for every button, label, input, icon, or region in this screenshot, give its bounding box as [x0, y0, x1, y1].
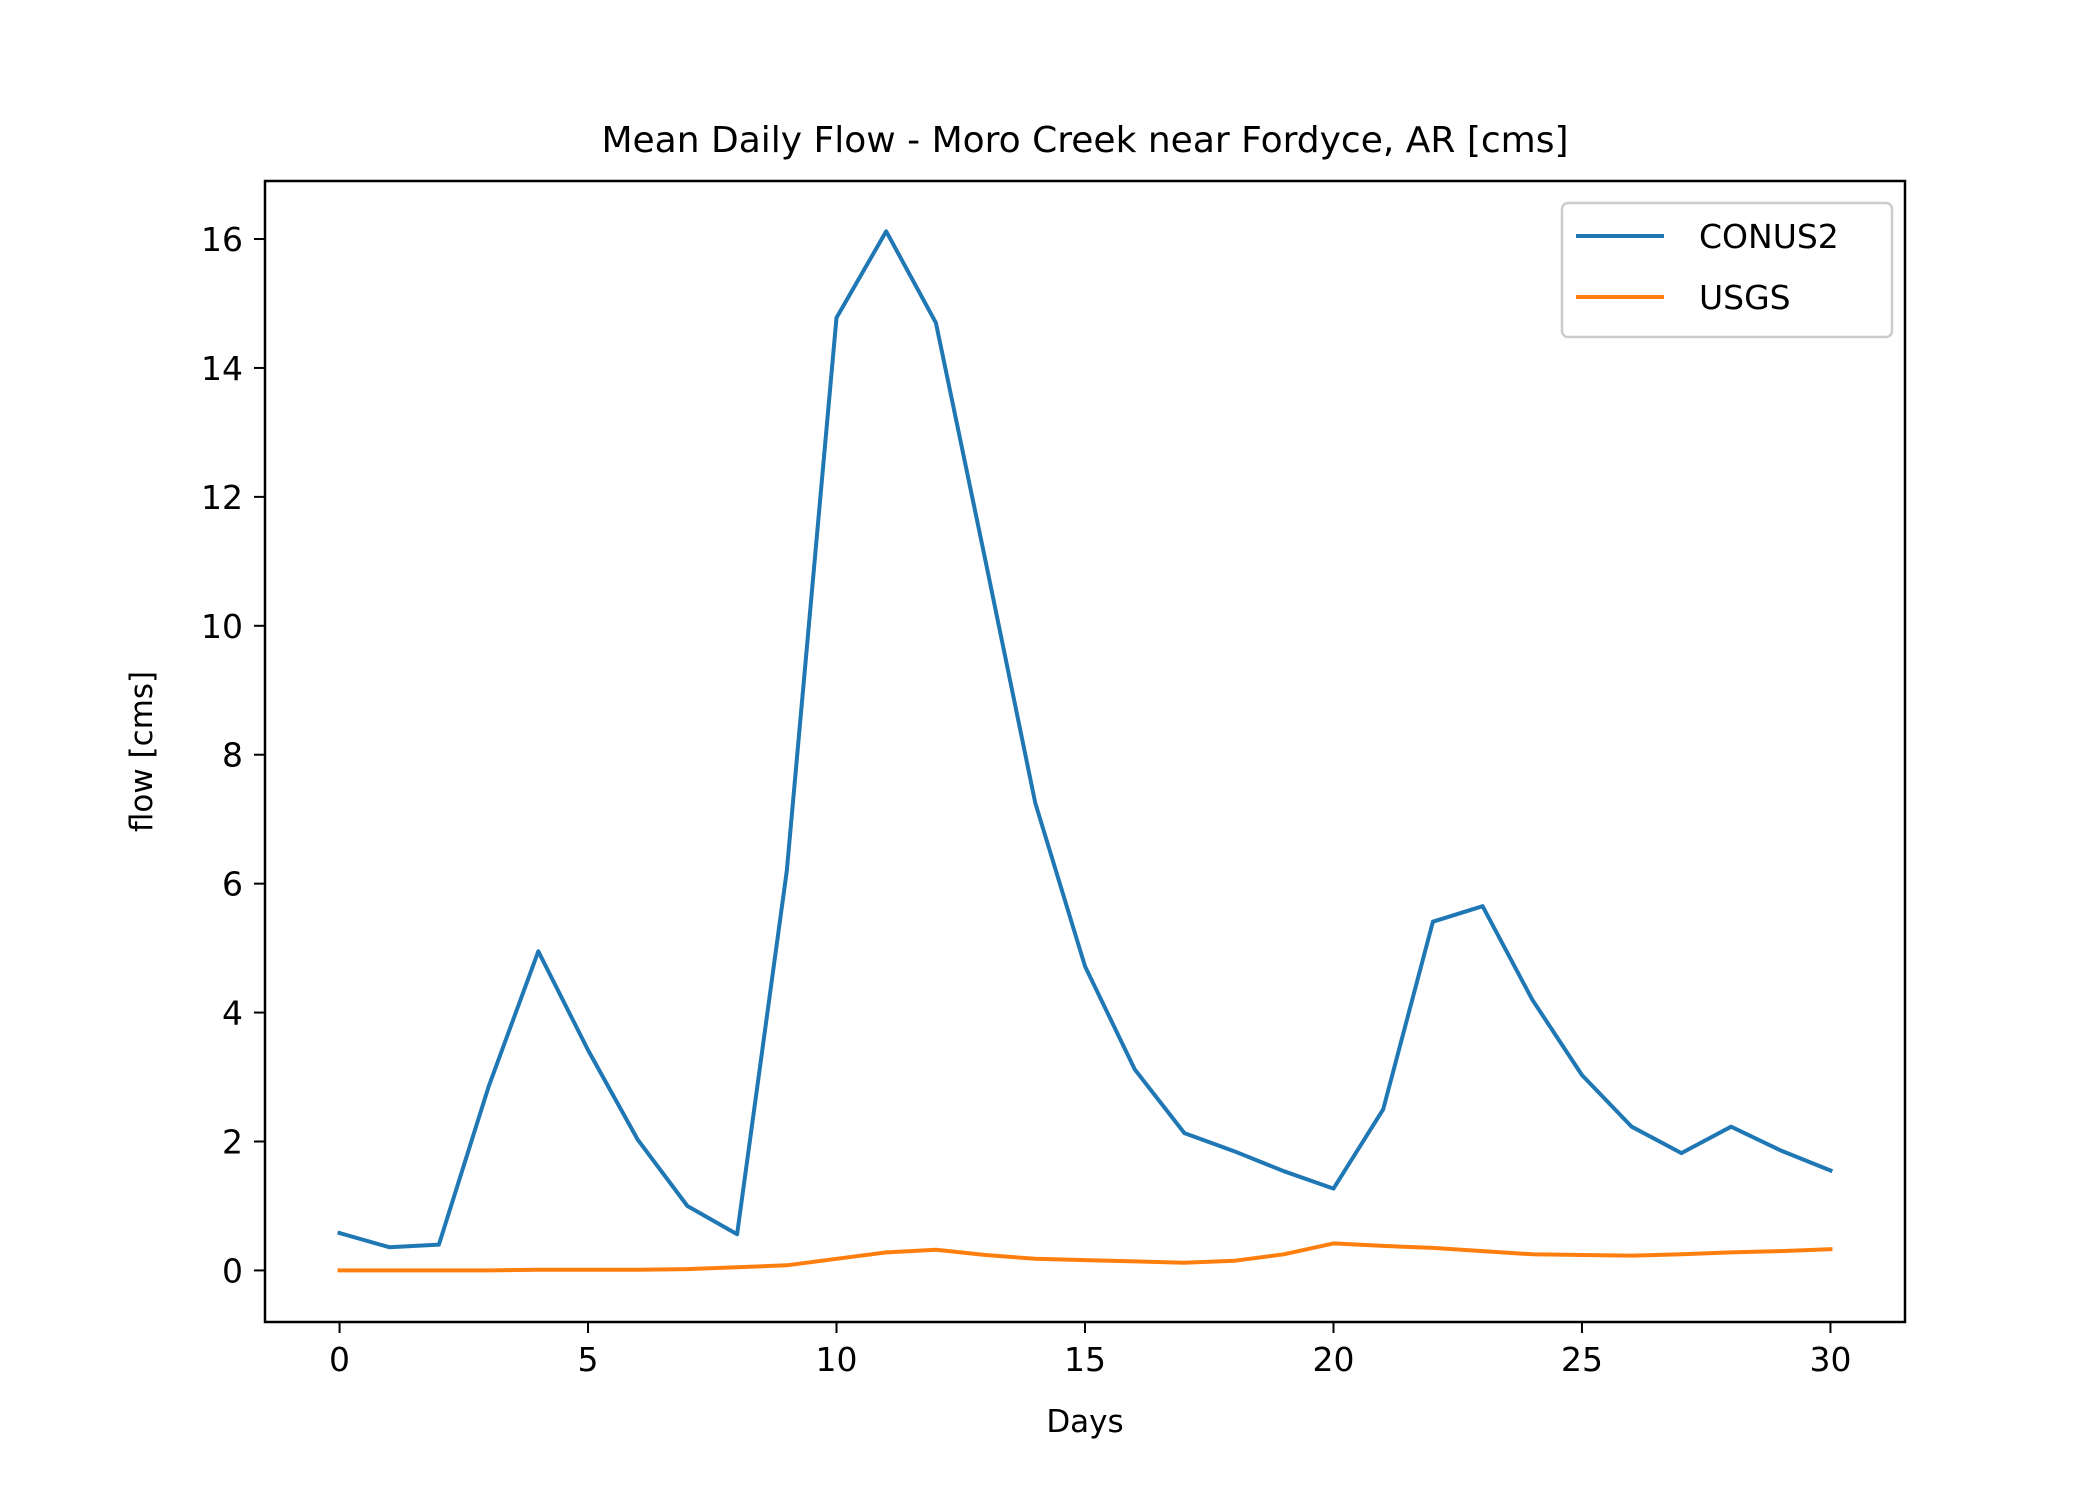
y-tick-label: 8 — [222, 736, 243, 775]
y-tick-label: 12 — [201, 478, 243, 517]
y-tick-label: 14 — [201, 349, 243, 388]
x-tick-label: 5 — [578, 1340, 599, 1379]
y-tick-label: 6 — [222, 865, 243, 904]
plot-area — [337, 229, 1834, 1273]
x-tick-label: 10 — [816, 1340, 858, 1379]
y-tick-label: 0 — [222, 1251, 243, 1290]
y-tick-label: 16 — [201, 220, 243, 259]
series-lines — [337, 229, 1834, 1273]
legend-label-conus2: CONUS2 — [1699, 217, 1839, 256]
series-line-usgs — [337, 1241, 1833, 1273]
x-axis-label: Days — [1046, 1404, 1123, 1440]
y-tick-label: 4 — [222, 994, 243, 1033]
x-tick-label: 25 — [1561, 1340, 1603, 1379]
axes-frame — [263, 179, 1907, 1324]
series-line-conus2 — [337, 229, 1834, 1250]
x-tick-label: 0 — [329, 1340, 350, 1379]
y-tick-label: 10 — [201, 607, 243, 646]
legend-label-usgs: USGS — [1699, 278, 1791, 317]
legend: CONUS2 USGS — [1560, 201, 1894, 339]
x-tick-label: 15 — [1064, 1340, 1106, 1379]
x-axis: 0 5 10 15 20 25 30 — [329, 1322, 1851, 1379]
y-tick-label: 2 — [222, 1123, 243, 1162]
chart-title: Mean Daily Flow - Moro Creek near Fordyc… — [601, 120, 1568, 161]
x-tick-label: 20 — [1312, 1340, 1354, 1379]
x-tick-label: 30 — [1809, 1340, 1851, 1379]
y-axis: 0 2 4 6 8 10 12 14 16 — [201, 220, 265, 1290]
y-axis-label: flow [cms] — [124, 671, 160, 832]
